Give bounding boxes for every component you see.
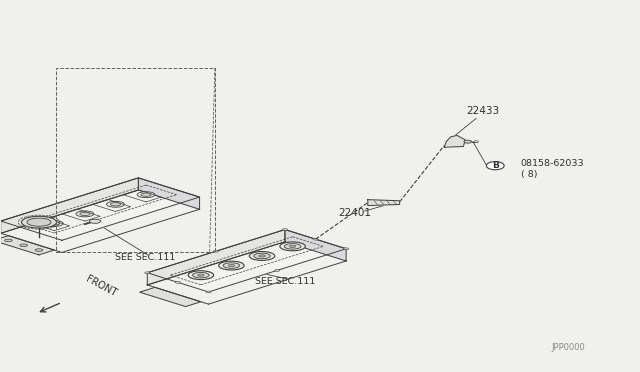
Polygon shape	[147, 230, 346, 292]
Ellipse shape	[20, 244, 28, 247]
Polygon shape	[1, 178, 138, 233]
Polygon shape	[0, 235, 54, 255]
Ellipse shape	[214, 250, 219, 252]
Polygon shape	[444, 135, 465, 147]
Text: SEE SEC.111: SEE SEC.111	[255, 277, 315, 286]
Ellipse shape	[76, 211, 94, 217]
Text: JPP0000: JPP0000	[552, 343, 586, 352]
Polygon shape	[147, 230, 285, 285]
Text: 22401: 22401	[339, 208, 372, 218]
Ellipse shape	[486, 161, 504, 170]
Ellipse shape	[280, 242, 305, 251]
Ellipse shape	[474, 141, 478, 142]
Ellipse shape	[90, 219, 100, 223]
Ellipse shape	[110, 203, 120, 206]
Ellipse shape	[289, 245, 296, 247]
Ellipse shape	[80, 212, 90, 215]
Ellipse shape	[228, 264, 235, 267]
Text: ( 8): ( 8)	[521, 170, 537, 179]
Polygon shape	[285, 230, 346, 261]
Text: 22433: 22433	[466, 106, 499, 116]
Ellipse shape	[313, 238, 318, 240]
Text: FRONT: FRONT	[84, 274, 118, 299]
Ellipse shape	[35, 249, 43, 251]
Polygon shape	[1, 178, 200, 240]
Text: SEE SEC.111: SEE SEC.111	[115, 253, 175, 262]
Ellipse shape	[175, 282, 180, 283]
Ellipse shape	[193, 272, 209, 278]
Ellipse shape	[253, 253, 270, 259]
Polygon shape	[138, 178, 200, 209]
Ellipse shape	[27, 218, 51, 226]
Ellipse shape	[275, 269, 280, 271]
Ellipse shape	[282, 229, 287, 231]
Ellipse shape	[198, 274, 204, 276]
Ellipse shape	[259, 255, 265, 257]
Text: B: B	[492, 161, 499, 170]
Bar	[56, 68, 215, 253]
Ellipse shape	[219, 261, 244, 270]
Ellipse shape	[206, 291, 211, 293]
Ellipse shape	[4, 239, 12, 242]
Ellipse shape	[284, 244, 301, 249]
Ellipse shape	[22, 216, 56, 228]
Ellipse shape	[137, 192, 155, 198]
Ellipse shape	[344, 248, 349, 250]
Ellipse shape	[49, 222, 60, 225]
Polygon shape	[140, 287, 201, 307]
Ellipse shape	[106, 201, 124, 207]
Ellipse shape	[45, 221, 63, 227]
Polygon shape	[368, 200, 399, 206]
Text: 08158-62033: 08158-62033	[521, 159, 584, 168]
Ellipse shape	[223, 263, 240, 268]
Ellipse shape	[249, 251, 275, 260]
Ellipse shape	[188, 271, 214, 280]
Ellipse shape	[141, 193, 151, 196]
Ellipse shape	[145, 272, 150, 274]
Ellipse shape	[464, 140, 472, 143]
